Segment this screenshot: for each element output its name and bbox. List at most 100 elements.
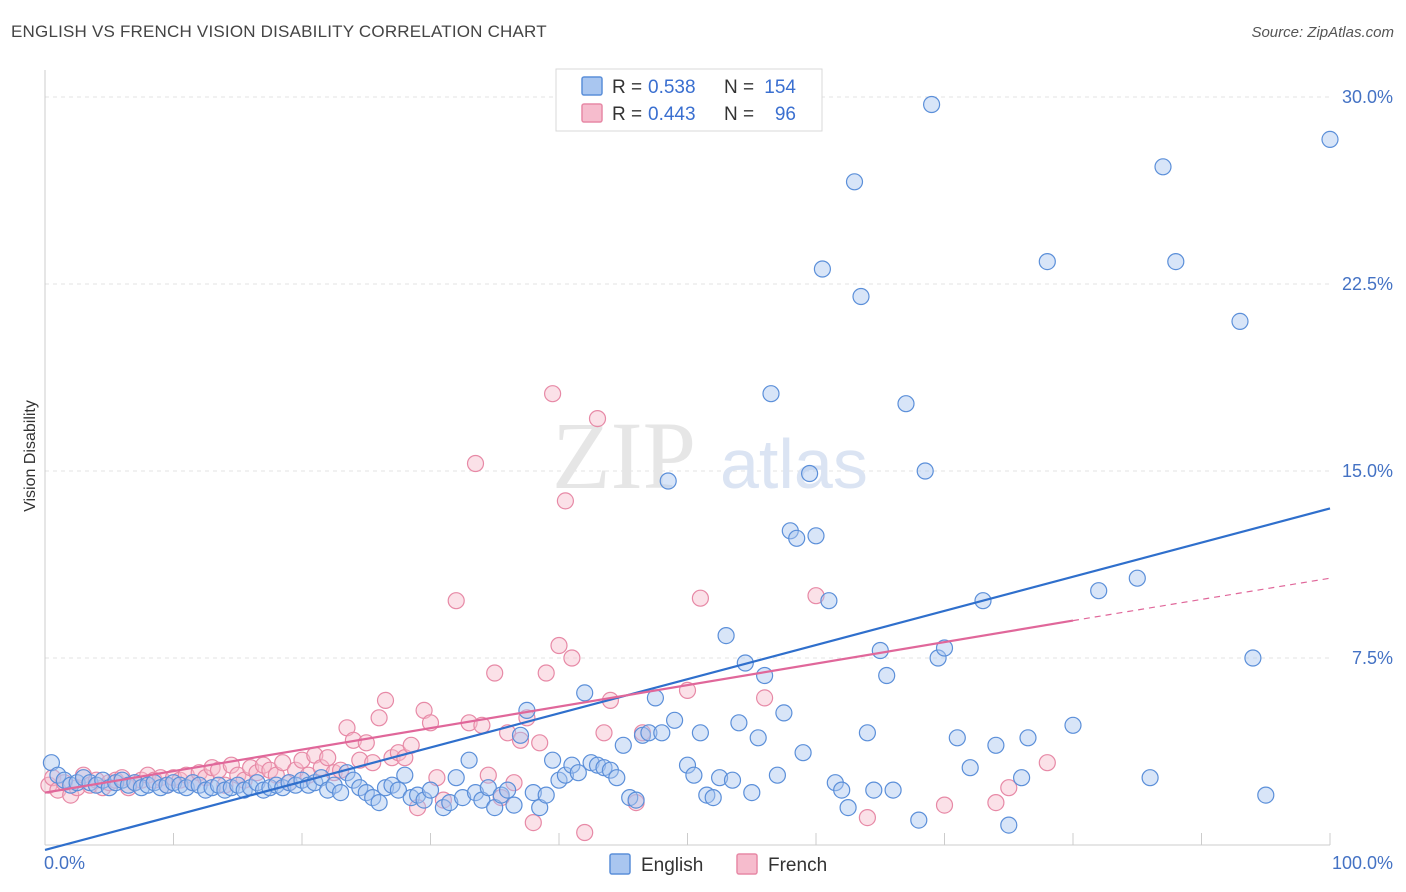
english-point-116: [800, 464, 819, 483]
english-point-133: [922, 95, 941, 114]
english-point-147: [1141, 769, 1159, 787]
y-tick-label-2: 22.5%: [1342, 274, 1393, 294]
watermark-atlas: atlas: [720, 425, 868, 503]
french-point-79: [556, 492, 575, 510]
english-point-77: [543, 751, 562, 769]
english-point-146: [1128, 569, 1146, 587]
stats-r-label-english: R =: [612, 77, 642, 98]
english-point-105: [730, 714, 748, 732]
french-point-52: [370, 709, 388, 727]
english-point-82: [576, 684, 594, 702]
x-tick-label-1: 100.0%: [1332, 853, 1393, 873]
french-point-63: [447, 592, 465, 610]
x-tick-label-0: 0.0%: [44, 853, 85, 873]
english-point-107: [743, 783, 761, 802]
stats-n-label-english: N =: [724, 77, 754, 98]
y-axis-label: Vision Disability: [22, 400, 39, 512]
y-tick-label-3: 30.0%: [1342, 87, 1393, 107]
english-point-110: [762, 385, 780, 403]
y-tick-label-0: 7.5%: [1352, 648, 1393, 668]
english-point-137: [961, 759, 979, 777]
english-point-59: [421, 781, 440, 799]
english-point-148: [1154, 158, 1172, 176]
english-point-149: [1167, 253, 1185, 271]
english-point-99: [691, 724, 710, 742]
english-point-98: [685, 766, 703, 784]
french-point-67: [479, 766, 497, 784]
french-point-27: [209, 761, 228, 779]
english-point-95: [659, 472, 677, 490]
english-point-111: [768, 766, 787, 784]
english-point-81: [569, 764, 587, 782]
stats-n-value-english: 154: [764, 77, 796, 98]
english-point-87: [608, 769, 626, 787]
english-point-151: [1244, 649, 1262, 667]
english-point-135: [935, 639, 954, 657]
english-point-117: [807, 527, 825, 545]
french-point-44: [319, 749, 337, 767]
stats-swatch-english: [581, 76, 603, 96]
trendlines: [44, 507, 1331, 852]
stats-n-label-french: N =: [724, 104, 754, 125]
english-point-114: [788, 529, 806, 547]
english-point-101: [704, 788, 722, 807]
english-point-125: [858, 724, 877, 742]
stats-r-value-english: 0.538: [648, 77, 696, 98]
legend-swatch-french: [736, 853, 758, 875]
english-point-119: [820, 592, 838, 610]
english-point-72: [511, 726, 530, 744]
english-point-94: [653, 724, 671, 742]
y-tick-label-1: 15.0%: [1342, 461, 1393, 481]
english-point-90: [627, 791, 645, 809]
french-point-89: [755, 689, 774, 707]
stats-r-label-french: R =: [612, 104, 642, 125]
english-point-67: [479, 779, 497, 797]
french-point-88: [691, 589, 710, 607]
french-trend-line: [44, 619, 1074, 794]
french-point-83: [595, 724, 613, 742]
french-point-76: [537, 664, 555, 682]
english-point-118: [813, 260, 832, 278]
english-point-104: [723, 771, 742, 789]
french-point-80: [563, 649, 581, 667]
english-point-144: [1064, 716, 1082, 734]
english-point-71: [505, 796, 523, 814]
stats-swatch-french: [581, 103, 603, 123]
english-point-45: [332, 783, 350, 802]
french-point-65: [466, 454, 485, 473]
english-point-61: [441, 793, 459, 812]
french-points: [40, 385, 1056, 842]
english-point-122: [839, 798, 857, 817]
english-point-74: [524, 783, 542, 802]
french-point-91: [858, 808, 877, 827]
french-point-90: [807, 587, 825, 605]
english-point-64: [460, 751, 478, 769]
english-point-63: [454, 788, 472, 807]
legend-label-french: French: [768, 855, 827, 876]
english-point-136: [948, 729, 966, 747]
legend: English French: [609, 853, 827, 876]
axes: [44, 70, 1331, 846]
legend-swatch-english: [609, 853, 631, 875]
english-trend-line: [44, 507, 1331, 852]
english-point-124: [852, 287, 870, 306]
french-point-74: [524, 813, 542, 832]
english-point-92: [640, 724, 658, 742]
english-point-79: [556, 766, 575, 784]
english-points: [42, 95, 1339, 834]
chart-title: ENGLISH VS FRENCH VISION DISABILITY CORR…: [11, 22, 547, 41]
english-point-153: [1321, 130, 1339, 148]
english-point-140: [1000, 816, 1018, 834]
watermark-zip: ZIP: [552, 402, 696, 509]
french-point-93: [987, 793, 1005, 812]
english-point-88: [614, 736, 632, 754]
french-point-75: [531, 734, 549, 752]
english-point-108: [749, 729, 767, 747]
french-trend-extension: [1072, 577, 1331, 622]
english-point-130: [897, 395, 915, 413]
english-point-141: [1012, 769, 1031, 787]
english-point-139: [987, 736, 1005, 754]
french-point-81: [576, 823, 594, 842]
french-point-92: [935, 796, 954, 814]
